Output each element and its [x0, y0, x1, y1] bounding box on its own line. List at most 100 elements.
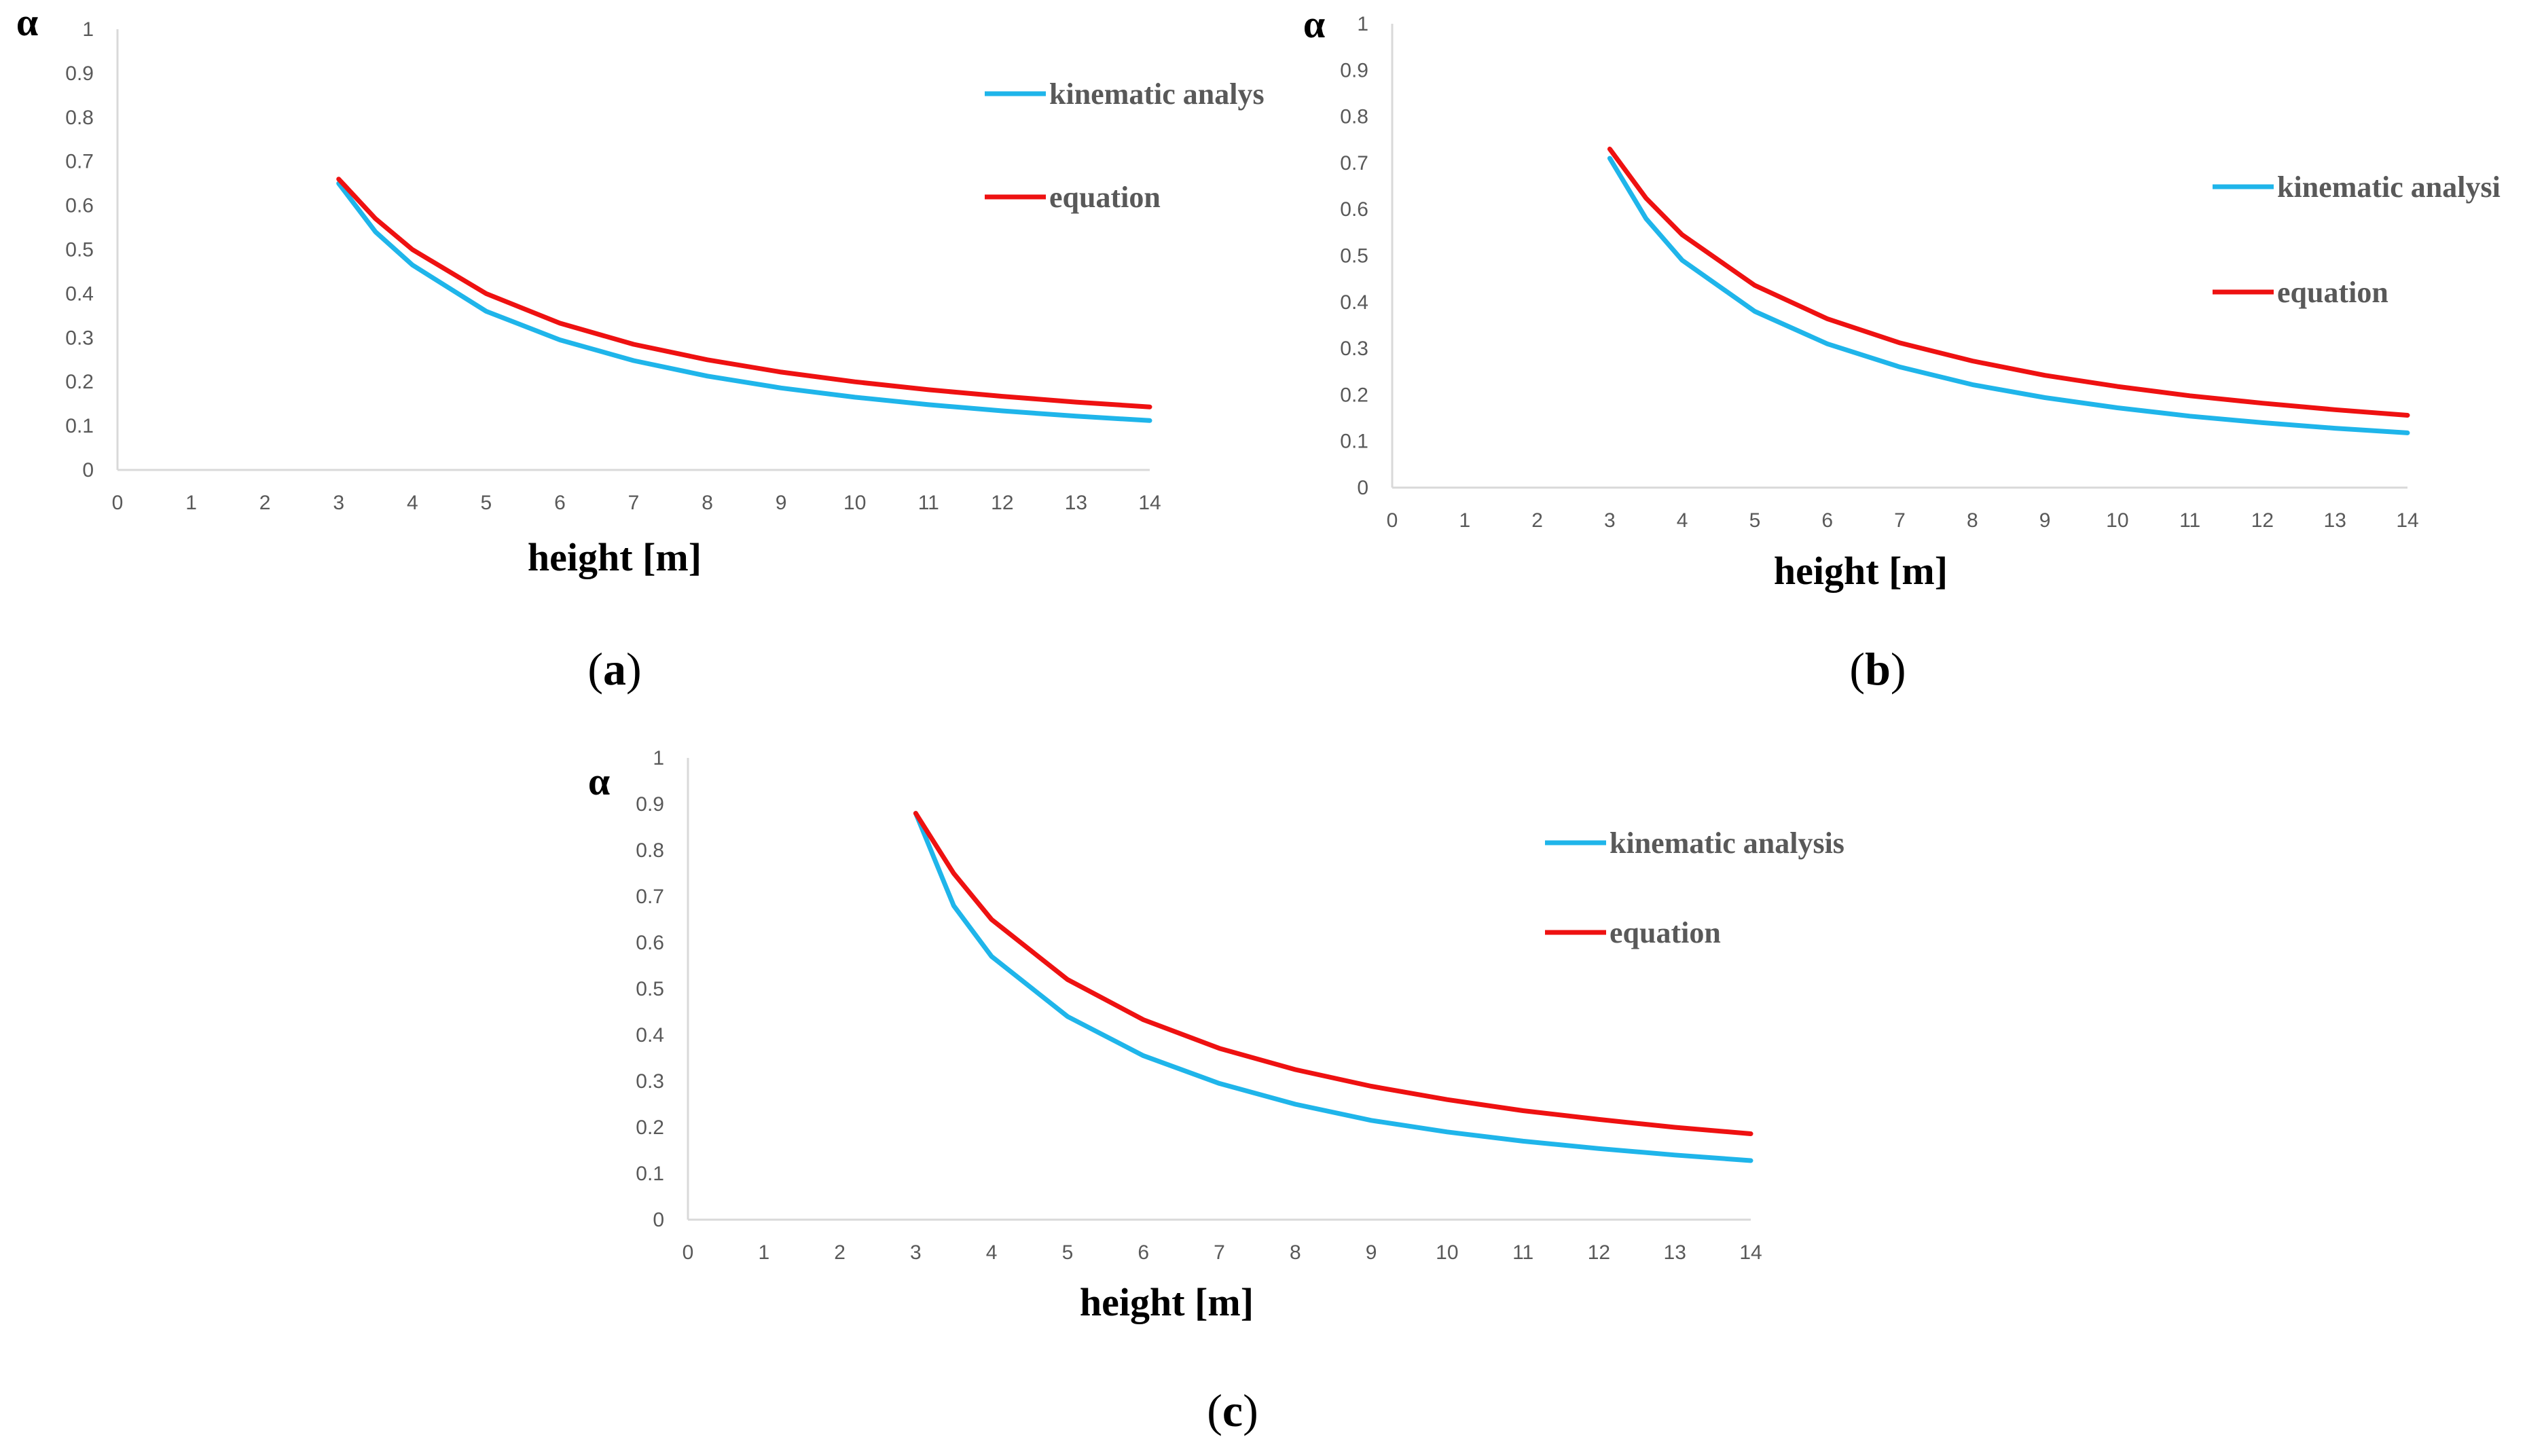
x-tick-label: 1	[1459, 509, 1470, 532]
y-axis-title: α	[16, 0, 38, 44]
series-line-kinematic	[913, 811, 1753, 1163]
x-tick-label: 2	[1531, 509, 1543, 532]
x-axis-title: height [m]	[528, 535, 702, 579]
y-tick-label: 1	[653, 747, 664, 769]
legend-label-kinematic: kinematic analysi	[2277, 170, 2501, 204]
y-tick-label: 0.6	[65, 195, 94, 217]
x-tick-label: 6	[554, 492, 566, 514]
series-line-kinematic	[1607, 156, 2410, 435]
y-tick-label: 0.7	[1340, 152, 1368, 175]
y-tick-label: 0.9	[636, 793, 664, 816]
series-line-equation	[1607, 146, 2410, 418]
series-line-kinematic	[336, 181, 1152, 423]
legend-label-equation: equation	[1049, 181, 1161, 214]
x-tick-label: 7	[1894, 509, 1906, 532]
x-tick-label: 1	[185, 492, 197, 514]
y-tick-label: 0.4	[636, 1024, 664, 1046]
y-tick-label: 0.6	[1340, 198, 1368, 221]
y-tick-label: 0.3	[65, 327, 94, 349]
x-tick-label: 12	[991, 492, 1013, 514]
y-tick-label: 0.3	[636, 1070, 664, 1093]
x-tick-label: 13	[1065, 492, 1087, 514]
x-tick-label: 3	[333, 492, 344, 514]
x-tick-label: 8	[1967, 509, 1978, 532]
x-tick-label: 0	[112, 492, 124, 514]
x-tick-label: 3	[1604, 509, 1616, 532]
x-tick-label: 8	[702, 492, 713, 514]
y-tick-label: 0	[82, 459, 94, 481]
x-tick-label: 11	[918, 492, 939, 514]
panel-caption: (b)	[1849, 643, 1906, 695]
y-tick-label: 0.5	[65, 239, 94, 261]
legend-label-equation: equation	[1610, 916, 1721, 949]
x-tick-label: 5	[481, 492, 492, 514]
y-tick-label: 0.2	[1340, 384, 1368, 406]
x-tick-label: 2	[834, 1241, 846, 1264]
y-axis-title: α	[1303, 2, 1325, 46]
x-tick-label: 10	[843, 492, 866, 514]
x-axis-title: height [m]	[1774, 549, 1948, 593]
y-tick-label: 0.5	[636, 978, 664, 1000]
y-tick-label: 1	[82, 18, 94, 41]
x-tick-label: 12	[2251, 509, 2274, 532]
x-tick-label: 1	[758, 1241, 769, 1264]
legend-label-kinematic: kinematic analysis	[1610, 826, 1844, 860]
x-tick-label: 6	[1821, 509, 1833, 532]
y-tick-label: 0.2	[65, 371, 94, 393]
x-tick-label: 10	[2106, 509, 2128, 532]
x-tick-label: 9	[1366, 1241, 1377, 1264]
y-tick-label: 0.9	[1340, 59, 1368, 81]
chart-b: 00.10.20.30.40.50.60.70.80.910 1 2 3 4 5 6 7 8 9 1…	[1303, 2, 2501, 695]
x-tick-label: 0	[683, 1241, 694, 1264]
legend-label-equation: equation	[2277, 276, 2388, 309]
x-tick-label: 13	[2324, 509, 2346, 532]
y-tick-label: 0.6	[636, 932, 664, 954]
x-tick-label: 4	[407, 492, 418, 514]
chart-a: 00.10.20.30.40.50.60.70.80.910 1 2 3 4 5 6 7 8 9 1…	[16, 0, 1265, 695]
x-tick-label: 10	[1436, 1241, 1458, 1264]
x-tick-label: 4	[986, 1241, 998, 1264]
x-tick-label: 11	[1512, 1241, 1533, 1264]
x-tick-label: 0	[1387, 509, 1398, 532]
y-tick-label: 0.7	[636, 886, 664, 908]
y-tick-label: 0.2	[636, 1116, 664, 1139]
y-tick-label: 0.8	[1340, 106, 1368, 128]
x-tick-label: 3	[910, 1241, 922, 1264]
x-tick-label: 6	[1138, 1241, 1149, 1264]
x-tick-label: 11	[2179, 509, 2200, 532]
x-tick-label: 4	[1677, 509, 1688, 532]
y-tick-label: 0.5	[1340, 245, 1368, 268]
y-tick-label: 1	[1357, 13, 1368, 35]
x-tick-label: 5	[1062, 1241, 1074, 1264]
y-tick-label: 0.1	[1340, 431, 1368, 453]
x-tick-label: 14	[2396, 509, 2418, 532]
y-tick-label: 0.8	[65, 107, 94, 129]
y-tick-label: 0.9	[65, 62, 94, 85]
y-tick-label: 0.4	[1340, 291, 1368, 314]
y-tick-label: 0.1	[636, 1163, 664, 1185]
y-axis-title: α	[588, 759, 610, 803]
x-tick-label: 7	[628, 492, 640, 514]
x-tick-label: 9	[2039, 509, 2051, 532]
x-tick-label: 13	[1664, 1241, 1686, 1264]
chart-c: 00.10.20.30.40.50.60.70.80.910 1 2 3 4 5 6 7 8 9 1…	[588, 747, 1844, 1436]
panel-caption: (a)	[587, 643, 641, 695]
y-tick-label: 0	[1357, 477, 1368, 499]
x-axis-title: height [m]	[1080, 1280, 1254, 1324]
y-tick-label: 0.3	[1340, 338, 1368, 360]
x-tick-label: 12	[1588, 1241, 1610, 1264]
x-tick-label: 14	[1138, 492, 1161, 514]
y-tick-label: 0.1	[65, 415, 94, 437]
x-tick-label: 5	[1749, 509, 1761, 532]
y-tick-label: 0.4	[65, 283, 94, 305]
y-tick-label: 0.7	[65, 151, 94, 173]
x-tick-label: 14	[1739, 1241, 1762, 1264]
y-tick-label: 0	[653, 1209, 664, 1231]
x-tick-label: 2	[259, 492, 271, 514]
legend-label-kinematic: kinematic analys	[1049, 77, 1265, 111]
series-line-equation	[913, 811, 1753, 1136]
y-tick-label: 0.8	[636, 839, 664, 862]
x-tick-label: 9	[776, 492, 787, 514]
x-tick-label: 8	[1290, 1241, 1301, 1264]
